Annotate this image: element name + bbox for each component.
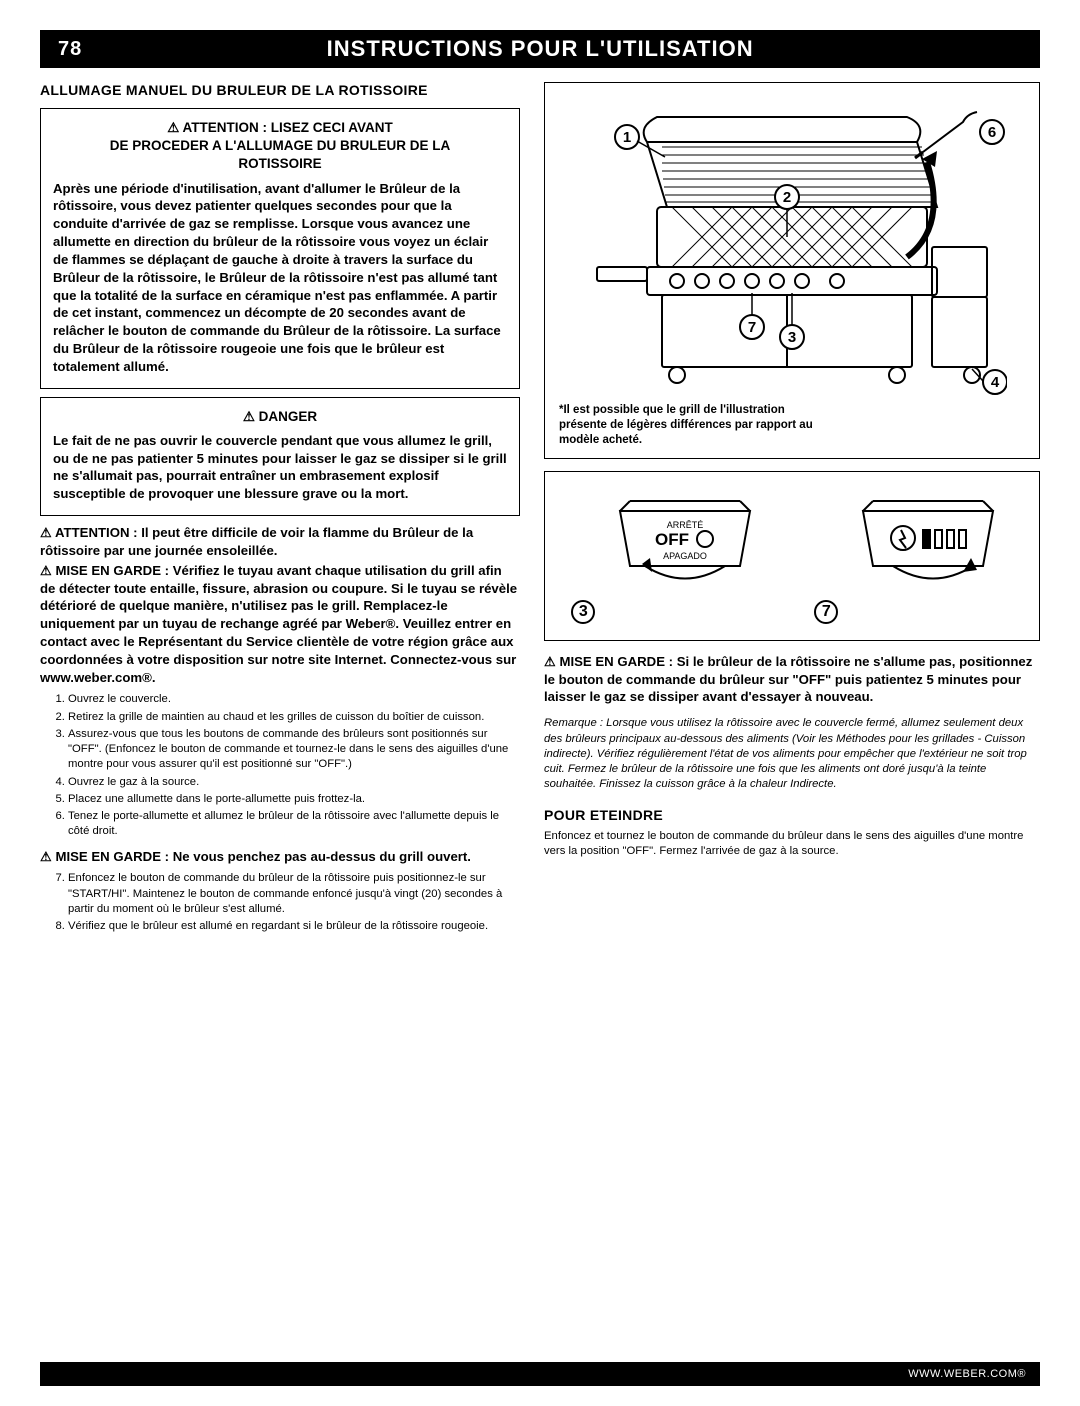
- step-4: Ouvrez le gaz à la source.: [68, 775, 520, 790]
- knob-left-number: 3: [571, 600, 595, 624]
- figure-note: *Il est possible que le grill de l'illus…: [559, 403, 819, 448]
- remark-note: Remarque : Lorsque vous utilisez la rôti…: [544, 716, 1040, 792]
- warning-mise-en-garde-lean: ⚠ MISE EN GARDE : Ne vous penchez pas au…: [40, 848, 520, 866]
- warning-attention-flame: ⚠ ATTENTION : Il peut être difficile de …: [40, 524, 520, 560]
- attention-box-title: ⚠ ATTENTION : LISEZ CECI AVANT DE PROCED…: [53, 119, 507, 174]
- knob-off-illustration: ARRÊTÉ OFF APAGADO: [600, 486, 770, 616]
- danger-box: ⚠ DANGER Le fait de ne pas ouvrir le cou…: [40, 397, 520, 516]
- step-8: Vérifiez que le brûleur est allumé en re…: [68, 919, 520, 934]
- step-5: Placez une allumette dans le porte-allum…: [68, 792, 520, 807]
- step-2: Retirez la grille de maintien au chaud e…: [68, 710, 520, 725]
- page-number: 78: [40, 38, 100, 61]
- callout-7: 7: [748, 319, 756, 336]
- knob-off-top-label: ARRÊTÉ: [666, 520, 703, 530]
- heading-pour-eteindre: POUR ETEINDRE: [544, 807, 1040, 823]
- danger-box-body: Le fait de ne pas ouvrir le couvercle pe…: [53, 432, 507, 503]
- knob-off-mid-label: OFF: [655, 530, 689, 549]
- knob-off-bot-label: APAGADO: [663, 551, 707, 561]
- knob-left-wrap: 3 ARRÊTÉ OFF APAGADO: [571, 486, 769, 630]
- left-column: ALLUMAGE MANUEL DU BRULEUR DE LA ROTISSO…: [40, 82, 520, 942]
- danger-box-title: ⚠ DANGER: [53, 408, 507, 426]
- right-column: 1 2 3 4 6 7: [544, 82, 1040, 942]
- callout-2: 2: [783, 189, 791, 206]
- step-6: Tenez le porte-allumette et allumez le b…: [68, 809, 520, 840]
- attention-prefix: ⚠ ATTENTION : LISEZ CECI AVANT: [167, 119, 393, 137]
- grill-figure-box: 1 2 3 4 6 7: [544, 82, 1040, 459]
- knob-right-wrap: 7: [814, 486, 1012, 630]
- attention-line2: DE PROCEDER A L'ALLUMAGE DU BRULEUR DE L…: [110, 138, 450, 153]
- pour-eteindre-body: Enfoncez et tournez le bouton de command…: [544, 829, 1040, 860]
- knob-figure-box: 3 ARRÊTÉ OFF APAGADO: [544, 471, 1040, 641]
- attention-line3: ROTISSOIRE: [238, 156, 321, 171]
- callout-3: 3: [788, 329, 796, 346]
- callout-1: 1: [623, 129, 631, 146]
- callout-6: 6: [988, 124, 996, 141]
- section-heading-allumage: ALLUMAGE MANUEL DU BRULEUR DE LA ROTISSO…: [40, 82, 520, 98]
- steps-list-a: Ouvrez le couvercle. Retirez la grille d…: [40, 692, 520, 839]
- grill-illustration: 1 2 3 4 6 7: [577, 97, 1007, 397]
- knob-ignite-illustration: [843, 486, 1013, 616]
- footer-bar: WWW.WEBER.COM®: [40, 1362, 1040, 1386]
- step-3: Assurez-vous que tous les boutons de com…: [68, 727, 520, 773]
- two-column-layout: ALLUMAGE MANUEL DU BRULEUR DE LA ROTISSO…: [40, 82, 1040, 942]
- attention-box: ⚠ ATTENTION : LISEZ CECI AVANT DE PROCED…: [40, 108, 520, 389]
- page-title: INSTRUCTIONS POUR L'UTILISATION: [100, 36, 1040, 62]
- warning-mise-en-garde-relight: ⚠ MISE EN GARDE : Si le brûleur de la rô…: [544, 653, 1040, 706]
- step-7: Enfoncez le bouton de commande du brûleu…: [68, 871, 520, 917]
- knob-right-number: 7: [814, 600, 838, 624]
- callout-4: 4: [991, 374, 1000, 391]
- footer-url: WWW.WEBER.COM®: [908, 1368, 1026, 1380]
- attention-box-body: Après une période d'inutilisation, avant…: [53, 180, 507, 376]
- title-bar: 78 INSTRUCTIONS POUR L'UTILISATION: [40, 30, 1040, 68]
- warning-mise-en-garde-hose: ⚠ MISE EN GARDE : Vérifiez le tuyau avan…: [40, 562, 520, 687]
- step-1: Ouvrez le couvercle.: [68, 692, 520, 707]
- steps-list-b: Enfoncez le bouton de commande du brûleu…: [40, 871, 520, 934]
- warnings-list: ⚠ ATTENTION : Il peut être difficile de …: [40, 524, 520, 686]
